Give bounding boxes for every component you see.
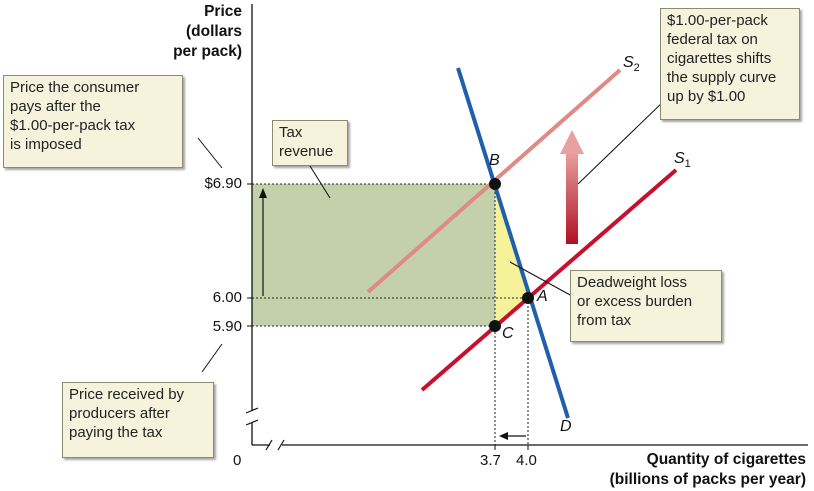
point-a-label: A — [537, 288, 548, 305]
demand-curve-label: D — [560, 418, 572, 435]
x-tick-3-7: 3.7 — [480, 452, 501, 469]
leader-producer-price — [201, 343, 223, 373]
producer-price-callout: Price received by producers after paying… — [62, 382, 214, 458]
leader-tax-revenue — [309, 165, 331, 199]
x-axis-title: Quantity of cigarettes (billions of pack… — [609, 451, 806, 488]
tax-revenue-callout: Tax revenue — [272, 120, 348, 166]
point-a — [522, 292, 534, 304]
leader-consumer-price — [197, 137, 223, 169]
supply-curve-s1 — [420, 168, 678, 392]
x-tick-4-0: 4.0 — [516, 452, 537, 469]
x-axis-break — [265, 439, 285, 451]
supply-s2-label: S2 — [623, 54, 640, 75]
leader-deadweight — [509, 261, 573, 297]
y-tick-6-00: 6.00 — [212, 289, 242, 306]
leader-shift — [577, 99, 666, 185]
y-tick-5-90: 5.90 — [212, 318, 242, 335]
demand-curve — [456, 67, 570, 419]
quantity-decrease-arrow — [499, 432, 526, 440]
point-b-label: B — [489, 152, 500, 169]
price-increase-arrow — [259, 188, 267, 296]
consumer-price-callout: Price the consumer pays after the $1.00-… — [3, 75, 183, 168]
supply-shift-callout: $1.00-per-pack federal tax on cigarettes… — [660, 8, 800, 120]
y-tick-6-90: $6.90 — [204, 175, 242, 192]
deadweight-loss-triangle — [495, 184, 528, 326]
deadweight-loss-callout: Deadweight loss or excess burden from ta… — [570, 270, 722, 342]
point-b — [489, 178, 501, 190]
y-axis-break — [245, 407, 259, 426]
point-c-label: C — [502, 325, 514, 342]
supply-s1-label: S1 — [674, 150, 691, 171]
y-axis-title: Price (dollars per pack) — [173, 3, 242, 60]
supply-shift-arrow — [560, 130, 584, 244]
x-tick-0: 0 — [233, 452, 242, 469]
tax-revenue-area — [252, 184, 495, 326]
point-c — [489, 320, 501, 332]
